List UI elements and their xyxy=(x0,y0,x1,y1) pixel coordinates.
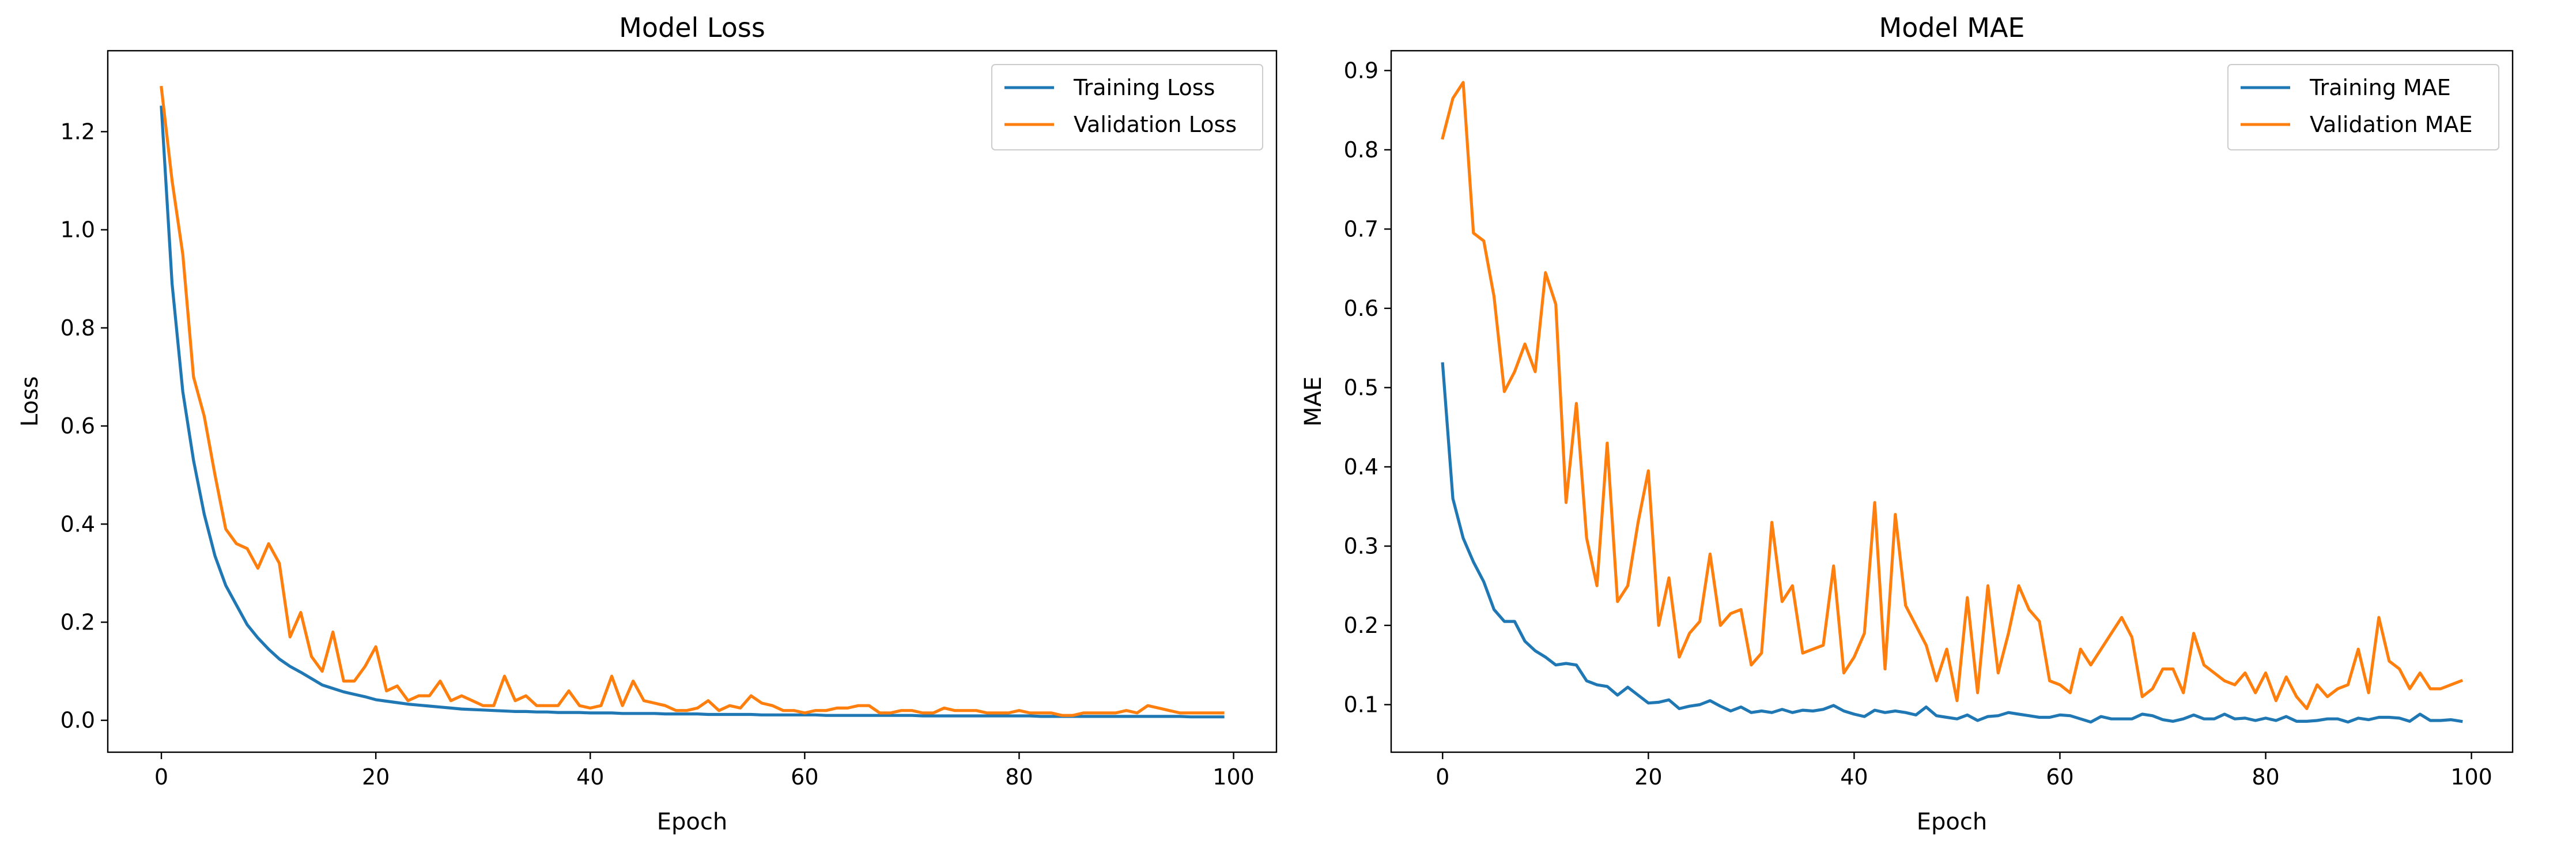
y-tick-label: 0.0 xyxy=(61,708,95,733)
x-tick-label: 20 xyxy=(362,764,390,790)
y-tick-label: 0.1 xyxy=(1344,692,1378,717)
series-line-validation xyxy=(160,85,1225,717)
y-tick-label: 1.2 xyxy=(61,119,95,144)
x-tick-label: 20 xyxy=(1634,764,1662,790)
y-tick-label: 0.4 xyxy=(61,511,95,537)
mae-chart: Model MAE Epoch MAE 0 20 40 60 80 100 0.10.20… xyxy=(1300,12,2514,835)
legend-label-training: Training MAE xyxy=(2309,75,2451,100)
legend-label-training: Training Loss xyxy=(1073,75,1215,100)
x-tick-label: 80 xyxy=(1005,764,1033,790)
y-tick-label: 0.9 xyxy=(1344,58,1378,83)
y-tick-label: 0.6 xyxy=(61,413,95,439)
x-axis-ticks: 0 20 40 60 80 100 xyxy=(1436,752,2492,790)
y-tick-label: 0.6 xyxy=(1344,296,1378,321)
y-axis-label: MAE xyxy=(1300,376,1327,427)
series-line-training xyxy=(1441,362,2463,724)
plot-lines xyxy=(1441,81,2464,724)
loss-chart: Model Loss Epoch Loss 0 20 40 60 80 100 0.00.… xyxy=(17,12,1278,835)
y-tick-label: 0.3 xyxy=(1344,533,1378,559)
x-tick-label: 80 xyxy=(2252,764,2279,790)
plot-lines xyxy=(160,85,1225,719)
y-tick-label: 0.4 xyxy=(1344,454,1378,480)
legend-label-validation: Validation MAE xyxy=(2310,112,2473,137)
legend: Training MAE Validation MAE xyxy=(2227,64,2499,150)
y-tick-label: 0.8 xyxy=(61,315,95,341)
legend: Training Loss Validation Loss xyxy=(991,64,1263,150)
legend-box xyxy=(2227,64,2499,150)
y-tick-label: 0.2 xyxy=(1344,613,1378,638)
x-tick-label: 40 xyxy=(576,764,604,790)
y-axis-ticks: 0.0 0.2 0.4 0.6 0.8 1.0 1.2 xyxy=(61,119,108,733)
series-line-training xyxy=(160,105,1225,719)
y-tick-label: 0.8 xyxy=(1344,137,1378,163)
legend-label-validation: Validation Loss xyxy=(1074,112,1237,137)
x-tick-label: 0 xyxy=(1436,764,1449,790)
x-tick-label: 100 xyxy=(2450,764,2492,790)
x-tick-label: 60 xyxy=(791,764,818,790)
x-axis-ticks: 0 20 40 60 80 100 xyxy=(154,752,1255,790)
y-tick-label: 1.0 xyxy=(61,217,95,243)
x-tick-label: 40 xyxy=(1840,764,1868,790)
x-tick-label: 100 xyxy=(1213,764,1255,790)
x-tick-label: 0 xyxy=(154,764,168,790)
axes-frame xyxy=(107,50,1278,753)
x-tick-label: 60 xyxy=(2046,764,2073,790)
y-axis-label: Loss xyxy=(17,376,43,427)
y-axis-ticks: 0.1 0.2 0.3 0.4 0.5 0.6 0.7 0.8 0.9 xyxy=(1344,58,1391,717)
chart-title: Model MAE xyxy=(1879,12,2025,43)
y-tick-label: 0.7 xyxy=(1344,216,1378,242)
y-tick-label: 0.5 xyxy=(1344,375,1378,400)
y-tick-label: 0.2 xyxy=(61,609,95,635)
axes-frame xyxy=(1390,50,2514,753)
legend-box xyxy=(991,64,1263,150)
x-axis-label: Epoch xyxy=(657,809,727,835)
x-axis-label: Epoch xyxy=(1917,809,1987,835)
chart-title: Model Loss xyxy=(619,12,765,43)
series-line-validation xyxy=(1441,81,2464,711)
